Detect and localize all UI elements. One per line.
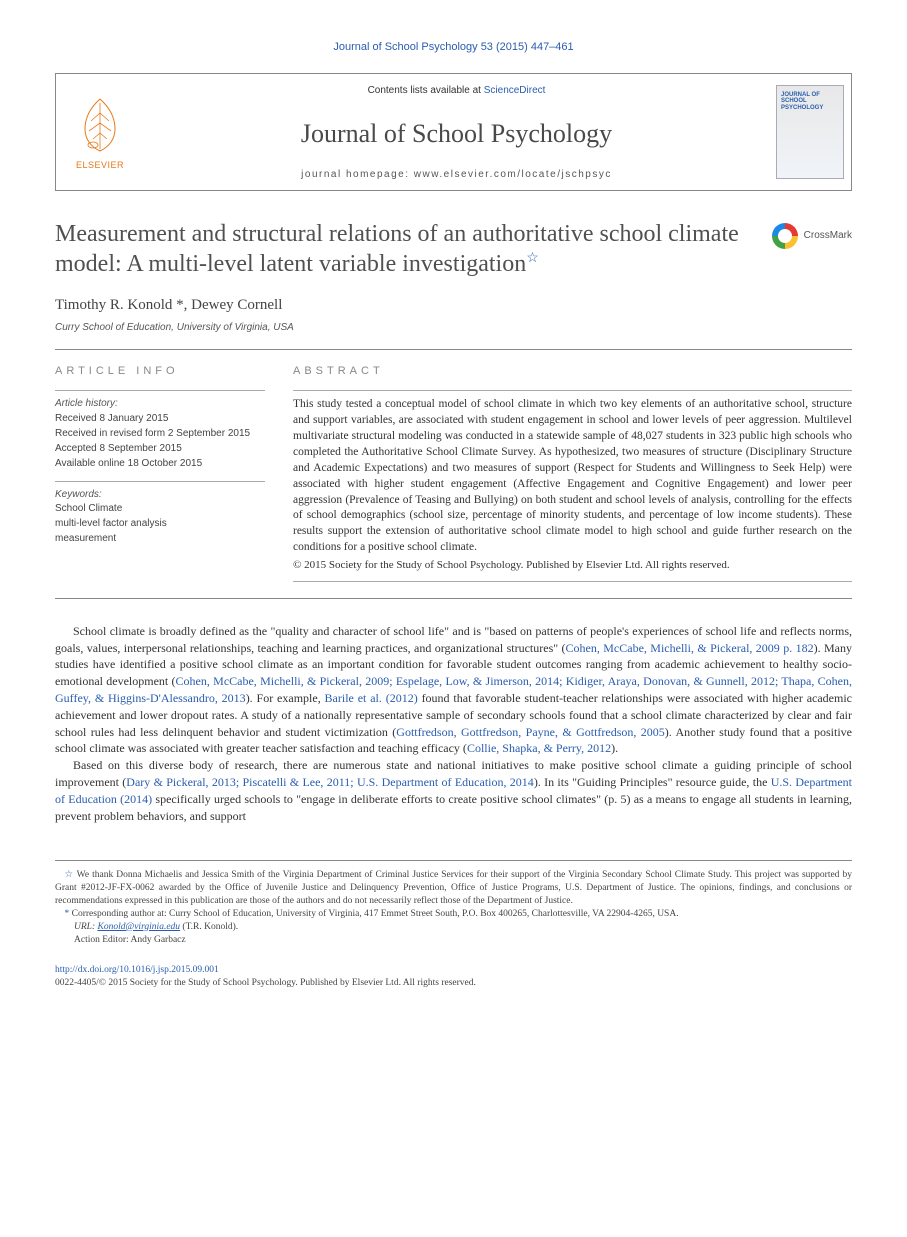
corresponding-text: Corresponding author at: Curry School of… [72, 909, 679, 919]
issn-copyright: 0022-4405/© 2015 Society for the Study o… [55, 977, 852, 990]
history-revised: Received in revised form 2 September 201… [55, 426, 265, 441]
sub-divider [55, 390, 265, 391]
journal-cover-thumbnail: JOURNAL OF SCHOOL PSYCHOLOGY [769, 74, 851, 190]
keyword: measurement [55, 531, 265, 546]
contents-available: Contents lists available at ScienceDirec… [150, 84, 763, 98]
url-label: URL: [74, 922, 95, 932]
keyword: School Climate [55, 501, 265, 516]
article-title-text: Measurement and structural relations of … [55, 221, 739, 277]
contents-prefix: Contents lists available at [368, 85, 484, 96]
masthead-center: Contents lists available at ScienceDirec… [144, 74, 769, 190]
divider [55, 598, 852, 599]
journal-title: Journal of School Psychology [150, 116, 763, 151]
author-url-line: URL: Konold@virginia.edu (T.R. Konold). [55, 921, 852, 934]
authors-line: Timothy R. Konold *, Dewey Cornell [55, 295, 852, 315]
crossmark-badge[interactable]: CrossMark [772, 223, 852, 249]
running-head-citation: Journal of School Psychology 53 (2015) 4… [55, 40, 852, 55]
citation-link[interactable]: Dary & Pickeral, 2013; Piscatelli & Lee,… [126, 775, 534, 789]
body-paragraph-1: School climate is broadly defined as the… [55, 623, 852, 757]
citation-link[interactable]: Cohen, McCabe, Michelli, & Pickeral, 200… [566, 641, 814, 655]
url-suffix: (T.R. Konold). [180, 922, 238, 932]
body-text-span: ). For example, [246, 691, 325, 705]
author-email-link[interactable]: Konold@virginia.edu [98, 922, 181, 932]
article-info-column: ARTICLE INFO Article history: Received 8… [55, 350, 265, 588]
body-text-span: specifically urged schools to "engage in… [55, 792, 852, 823]
sub-divider [55, 481, 265, 482]
footnote-asterisk-icon: * [65, 909, 72, 919]
sub-divider [293, 390, 852, 391]
author-affiliation: Curry School of Education, University of… [55, 321, 852, 335]
doi-link[interactable]: http://dx.doi.org/10.1016/j.jsp.2015.09.… [55, 965, 219, 975]
abstract-copyright: © 2015 Society for the Study of School P… [293, 558, 852, 573]
citation-link[interactable]: Gottfredson, Gottfredson, Payne, & Gottf… [396, 725, 665, 739]
keywords-list: School Climate multi-level factor analys… [55, 501, 265, 546]
history-lines: Received 8 January 2015 Received in revi… [55, 411, 265, 471]
journal-homepage: journal homepage: www.elsevier.com/locat… [150, 168, 763, 182]
citation-link[interactable]: Collie, Shapka, & Perry, 2012 [467, 741, 611, 755]
crossmark-icon [772, 223, 798, 249]
history-received: Received 8 January 2015 [55, 411, 265, 426]
history-accepted: Accepted 8 September 2015 [55, 441, 265, 456]
history-label: Article history: [55, 397, 265, 411]
acknowledgment-text: We thank Donna Michaelis and Jessica Smi… [55, 870, 852, 906]
crossmark-label: CrossMark [804, 229, 852, 243]
journal-masthead: ELSEVIER Contents lists available at Sci… [55, 73, 852, 191]
action-editor-line: Action Editor: Andy Garbacz [55, 934, 852, 947]
corresponding-author-footnote: * Corresponding author at: Curry School … [55, 908, 852, 921]
publisher-logo: ELSEVIER [56, 74, 144, 190]
cover-image: JOURNAL OF SCHOOL PSYCHOLOGY [776, 85, 844, 179]
page-footer: http://dx.doi.org/10.1016/j.jsp.2015.09.… [55, 964, 852, 990]
sub-divider [293, 581, 852, 582]
keywords-label: Keywords: [55, 488, 265, 502]
body-text-span: ). [611, 741, 618, 755]
abstract-column: ABSTRACT This study tested a conceptual … [293, 350, 852, 588]
acknowledgment-footnote: ☆ We thank Donna Michaelis and Jessica S… [55, 869, 852, 907]
footnotes: ☆ We thank Donna Michaelis and Jessica S… [55, 860, 852, 946]
elsevier-tree-icon [71, 93, 129, 157]
body-paragraph-2: Based on this diverse body of research, … [55, 757, 852, 824]
title-footnote-star: ☆ [526, 251, 539, 266]
article-info-heading: ARTICLE INFO [55, 364, 265, 379]
cover-journal-name: JOURNAL OF SCHOOL PSYCHOLOGY [781, 92, 839, 112]
abstract-text: This study tested a conceptual model of … [293, 397, 852, 556]
footnote-star-icon: ☆ [65, 870, 77, 880]
publisher-name: ELSEVIER [76, 159, 124, 171]
sciencedirect-link[interactable]: ScienceDirect [484, 85, 546, 96]
body-text-span: ). In its "Guiding Principles" resource … [534, 775, 771, 789]
article-body: School climate is broadly defined as the… [55, 623, 852, 825]
citation-link[interactable]: Barile et al. (2012) [325, 691, 418, 705]
history-online: Available online 18 October 2015 [55, 456, 265, 471]
abstract-heading: ABSTRACT [293, 364, 852, 379]
keyword: multi-level factor analysis [55, 516, 265, 531]
article-title: Measurement and structural relations of … [55, 219, 754, 279]
